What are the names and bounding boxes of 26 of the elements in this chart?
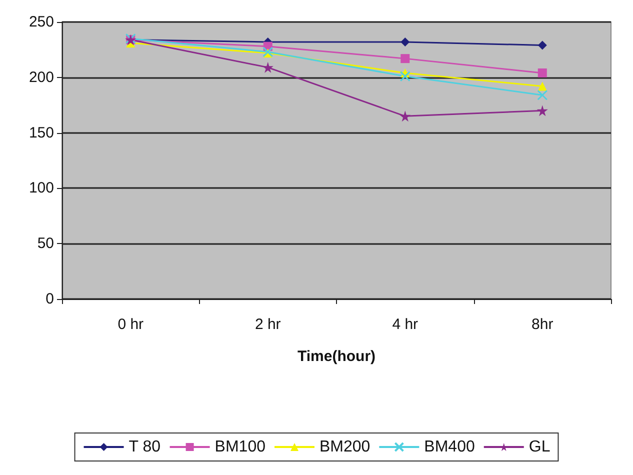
legend-label: BM200 [319, 438, 370, 456]
y-tick-label: 250 [28, 14, 54, 30]
point [538, 68, 547, 78]
point [538, 82, 547, 91]
x-axis-title: Time(hour) [297, 348, 376, 365]
legend-label: GL [528, 438, 550, 456]
x-tick-label: 4 hr [392, 316, 418, 333]
y-tick-label: 50 [37, 235, 54, 252]
point [400, 110, 411, 122]
x-tick-label: 8hr [532, 316, 554, 333]
point [400, 37, 410, 46]
x-tick-label: 2 hr [254, 316, 281, 333]
legend-label: BM400 [424, 438, 475, 456]
point [262, 62, 274, 73]
y-tick-label: 0 [46, 290, 54, 308]
y-tick-label: 150 [28, 124, 54, 142]
point [400, 71, 410, 82]
x-tick-label: 0 hr [118, 316, 144, 333]
y-tick-label: 200 [28, 68, 54, 86]
y-tick-label: 100 [28, 180, 54, 197]
legend-label: BM100 [214, 438, 266, 456]
point [537, 90, 548, 100]
legend-label: T 80 [128, 438, 161, 456]
point [400, 54, 410, 64]
point [538, 40, 547, 50]
point [536, 105, 548, 116]
